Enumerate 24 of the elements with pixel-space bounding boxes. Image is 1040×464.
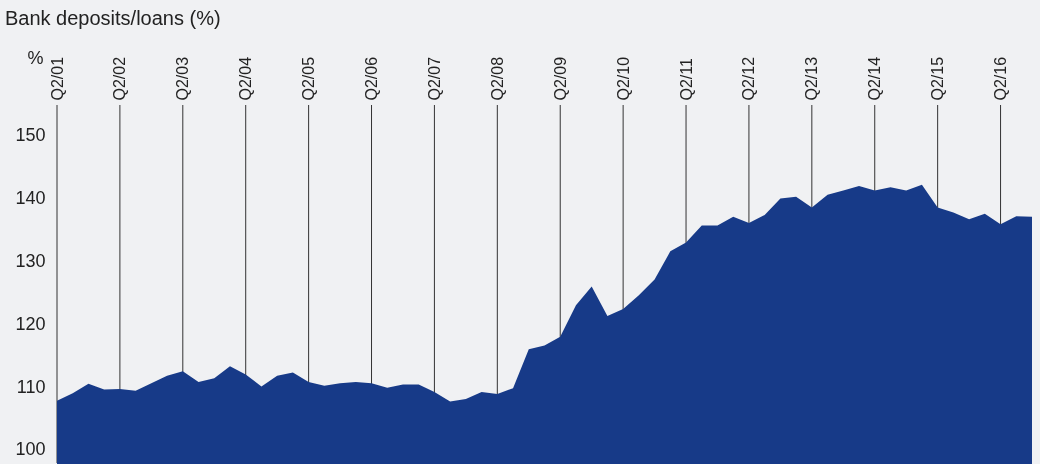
x-tick-label: Q2/07 xyxy=(425,56,443,101)
x-tick-label: Q2/06 xyxy=(363,56,381,101)
chart-title: Bank deposits/loans (%) xyxy=(4,7,221,29)
x-tick-label: Q2/05 xyxy=(300,56,318,101)
x-tick-label: Q2/11 xyxy=(677,58,695,101)
x-tick-label: Q2/01 xyxy=(48,56,66,101)
x-tick-label: Q2/04 xyxy=(237,56,255,101)
x-tick-label: Q2/13 xyxy=(803,56,821,101)
x-tick-label: Q2/16 xyxy=(992,56,1010,101)
x-tick-label: Q2/08 xyxy=(488,56,506,101)
x-tick-label: Q2/12 xyxy=(740,56,758,101)
x-tick-label: Q2/14 xyxy=(866,56,884,101)
x-tick-label: Q2/02 xyxy=(111,56,129,101)
y-tick-label: 140 xyxy=(15,188,46,209)
x-tick-label: Q2/15 xyxy=(929,56,947,101)
y-tick-label: 100 xyxy=(15,439,46,460)
x-tick-label: Q2/09 xyxy=(551,56,569,101)
y-tick-label: 150 xyxy=(15,125,46,146)
y-tick-label: 120 xyxy=(15,313,46,334)
y-axis-title: % xyxy=(27,47,44,68)
y-tick-label: 110 xyxy=(16,376,46,397)
y-tick-label: 130 xyxy=(15,250,46,271)
x-tick-label: Q2/10 xyxy=(614,56,632,101)
x-tick-label: Q2/03 xyxy=(174,56,192,101)
